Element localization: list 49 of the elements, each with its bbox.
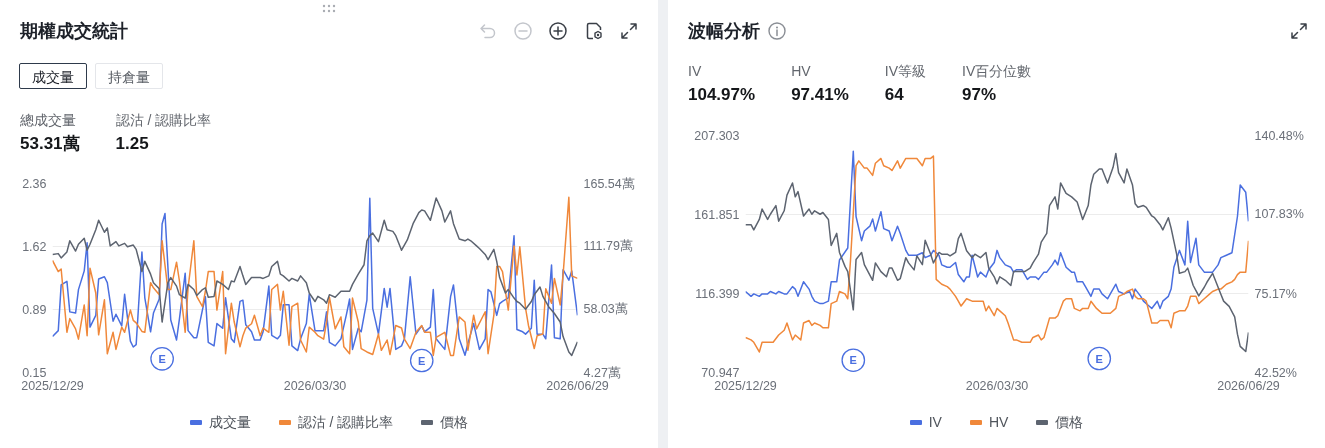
- text: 持倉量: [95, 63, 163, 89]
- chart-title: 波幅分析: [688, 20, 760, 43]
- y2-tick-label: 165.54萬: [583, 176, 635, 191]
- text: 1.25: [115, 133, 150, 155]
- annotation: E: [849, 354, 857, 367]
- y-tick-label: 207.303: [694, 129, 740, 143]
- y2-tick-label: 75.17%: [1254, 286, 1297, 301]
- y2-tick-label: 4.27萬: [583, 365, 621, 380]
- text: 64: [884, 84, 905, 106]
- x-tick-label: 2025/12/29: [714, 378, 777, 393]
- x-tick-label: 2026/03/30: [283, 378, 347, 393]
- legend-label: 價格: [440, 413, 469, 432]
- y-tick-label: 116.399: [695, 287, 740, 301]
- legend-label: 成交量: [208, 413, 251, 432]
- text: 97%: [962, 84, 998, 106]
- text: IV等級: [884, 62, 927, 80]
- y-tick-label: 0.89: [22, 302, 47, 317]
- legend-label: IV: [928, 413, 942, 432]
- text: HV: [791, 62, 812, 80]
- y2-tick-label: 107.83%: [1254, 207, 1304, 222]
- legend-label: 價格: [1055, 413, 1084, 432]
- annotation: E: [1095, 352, 1103, 365]
- text: IV: [688, 62, 703, 80]
- y-tick-label: 70.947: [701, 366, 740, 380]
- y-tick-label: 0.15: [22, 366, 47, 380]
- y-tick-label: 1.62: [22, 240, 47, 255]
- text: 104.97%: [688, 84, 756, 106]
- x-tick-label: 2025/12/29: [21, 378, 84, 393]
- y-tick-label: 161.851: [694, 208, 740, 222]
- y2-tick-label: 140.48%: [1254, 128, 1304, 143]
- text: 總成交量: [20, 111, 77, 129]
- x-tick-label: 2026/03/30: [965, 378, 1029, 393]
- legend-label: 認沽 / 認購比率: [297, 413, 394, 432]
- y-tick-label: 2.36: [22, 177, 47, 191]
- text: 認沽 / 認購比率: [115, 111, 212, 129]
- y2-tick-label: 42.52%: [1254, 365, 1297, 380]
- text: 97.41%: [791, 84, 849, 106]
- annotation: E: [418, 354, 426, 367]
- line-series: [745, 150, 1249, 310]
- y2-tick-label: 111.79萬: [583, 239, 633, 254]
- chart-title: 期權成交統計: [20, 20, 128, 43]
- text: IV百分位數: [962, 62, 1032, 80]
- legend-label: HV: [988, 413, 1009, 432]
- y2-tick-label: 58.03萬: [583, 302, 628, 317]
- x-tick-label: 2026/06/29: [546, 378, 609, 393]
- annotation: E: [158, 352, 166, 365]
- text: 53.31萬: [20, 133, 80, 155]
- x-tick-label: 2026/06/29: [1217, 378, 1280, 393]
- text: 成交量: [19, 63, 87, 89]
